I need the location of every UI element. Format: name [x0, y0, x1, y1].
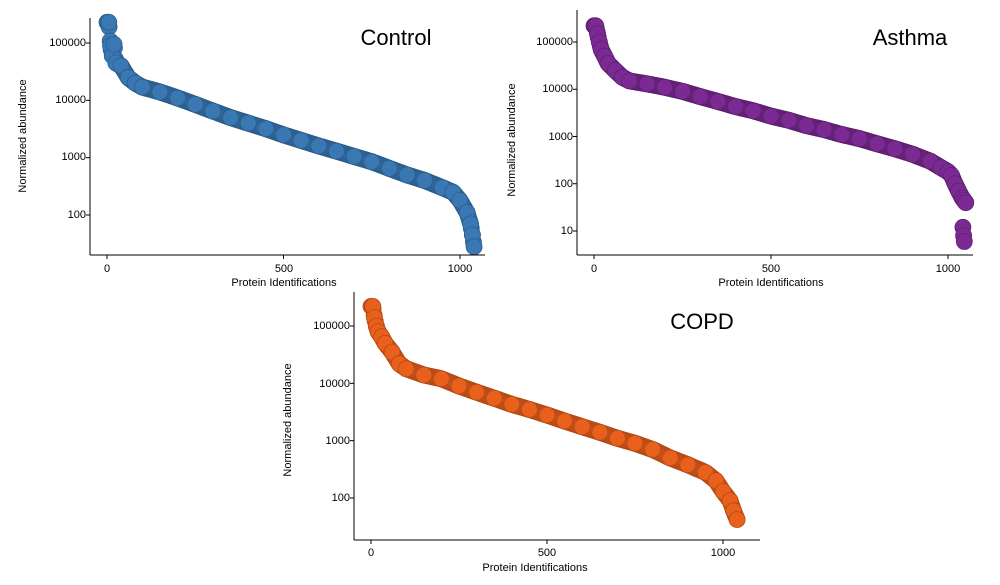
control-data-point	[257, 120, 275, 138]
copd-data-point	[644, 441, 661, 458]
copd-data-point	[485, 389, 503, 407]
control-xtick-label: 500	[275, 263, 293, 275]
asthma-panel: 10 100 1000 10000 100000 0 500 1000 Prot…	[506, 10, 975, 289]
control-data-point	[133, 78, 151, 96]
control-ytick-label: 10000	[55, 94, 86, 106]
control-xtick-label: 1000	[448, 263, 472, 275]
asthma-xtick-label: 1000	[936, 263, 960, 275]
copd-xtick-label: 500	[538, 547, 556, 559]
asthma-data-point	[851, 130, 868, 148]
control-data-point	[239, 114, 257, 132]
copd-x-axis-title: Protein Identifications	[482, 562, 588, 574]
asthma-ytick-label: 100	[555, 178, 573, 190]
asthma-data-point	[957, 194, 975, 212]
control-data-point	[380, 159, 398, 177]
copd-data-point	[521, 401, 538, 418]
control-x-axis-title: Protein Identifications	[231, 277, 337, 289]
asthma-xtick-label: 500	[762, 263, 780, 275]
copd-data-point	[728, 511, 746, 528]
control-data-point	[186, 96, 204, 113]
asthma-ytick-label: 1000	[549, 131, 573, 143]
asthma-x-axis-title: Protein Identifications	[718, 277, 824, 289]
control-ytick-label: 1000	[62, 151, 86, 163]
control-data-point	[204, 102, 222, 120]
control-ytick-label: 100000	[49, 37, 86, 49]
asthma-ytick-label: 100000	[536, 36, 573, 48]
copd-data-point	[450, 377, 468, 395]
asthma-ytick-label: 10	[561, 225, 573, 237]
control-y-axis-title: Normalized abundance	[17, 79, 29, 192]
asthma-data-point	[744, 102, 762, 120]
asthma-data-point	[621, 72, 638, 90]
control-data-point	[345, 148, 363, 165]
copd-ytick-label: 1000	[326, 435, 350, 447]
asthma-ytick-label: 10000	[542, 83, 573, 95]
control-data-point	[105, 35, 123, 53]
control-data-point	[328, 142, 345, 160]
copd-data-point	[503, 395, 521, 413]
control-data-point	[398, 166, 416, 184]
asthma-panel-title: Asthma	[873, 25, 948, 50]
control-data-point	[310, 137, 328, 155]
asthma-data-point	[674, 83, 691, 100]
control-data-point	[292, 131, 310, 149]
asthma-data-point	[691, 88, 709, 105]
control-data-point	[100, 13, 118, 31]
copd-panel-title: COPD	[670, 309, 734, 334]
asthma-data-points	[585, 17, 975, 250]
asthma-data-point	[780, 111, 798, 129]
asthma-y-axis-title: Normalized abundance	[506, 83, 518, 196]
asthma-data-point	[656, 78, 674, 96]
asthma-data-point	[904, 145, 921, 163]
control-data-point	[363, 153, 381, 171]
control-tick-marks	[86, 42, 461, 259]
copd-data-point	[573, 418, 591, 436]
control-data-point	[169, 89, 187, 107]
copd-xtick-label: 1000	[711, 547, 735, 559]
copd-data-point	[415, 366, 433, 384]
control-panel-title: Control	[361, 25, 432, 50]
copd-data-points	[362, 297, 746, 528]
asthma-data-point	[815, 121, 833, 139]
copd-y-axis-title: Normalized abundance	[282, 363, 294, 476]
control-data-point	[222, 109, 240, 126]
copd-ytick-label: 10000	[319, 378, 350, 390]
control-data-point	[275, 126, 292, 144]
asthma-data-point	[886, 140, 904, 158]
control-data-point	[416, 172, 434, 189]
asthma-xtick-label: 0	[591, 263, 597, 275]
asthma-data-point	[638, 75, 656, 93]
copd-ytick-label: 100000	[313, 320, 350, 332]
copd-xtick-label: 0	[368, 547, 374, 559]
asthma-tick-marks	[573, 41, 949, 259]
control-ytick-label: 100	[68, 209, 86, 221]
copd-data-point	[661, 449, 679, 467]
asthma-data-point	[868, 135, 886, 153]
control-data-point	[151, 83, 169, 101]
copd-data-point	[609, 429, 626, 447]
control-data-point	[465, 238, 483, 256]
control-data-points	[98, 13, 483, 256]
copd-data-point	[679, 456, 697, 474]
asthma-data-point	[955, 233, 973, 250]
copd-tick-marks	[350, 325, 724, 544]
copd-data-point	[468, 383, 486, 401]
copd-data-point	[397, 360, 415, 378]
copd-data-point	[556, 412, 573, 430]
copd-data-point	[538, 406, 556, 424]
copd-data-point	[432, 370, 450, 388]
asthma-data-point	[727, 98, 744, 115]
copd-ytick-label: 100	[332, 492, 350, 504]
control-panel: 100 1000 10000 100000 0 500 1000 Protein…	[17, 13, 485, 289]
asthma-data-point	[833, 126, 851, 143]
asthma-data-point	[798, 117, 815, 134]
copd-data-point	[626, 434, 644, 452]
copd-data-point	[591, 423, 609, 441]
control-xtick-label: 0	[104, 263, 110, 275]
asthma-data-point	[762, 107, 780, 125]
copd-panel: 100 1000 10000 100000 0 500 1000 Protein…	[282, 292, 760, 574]
asthma-data-point	[709, 93, 727, 110]
